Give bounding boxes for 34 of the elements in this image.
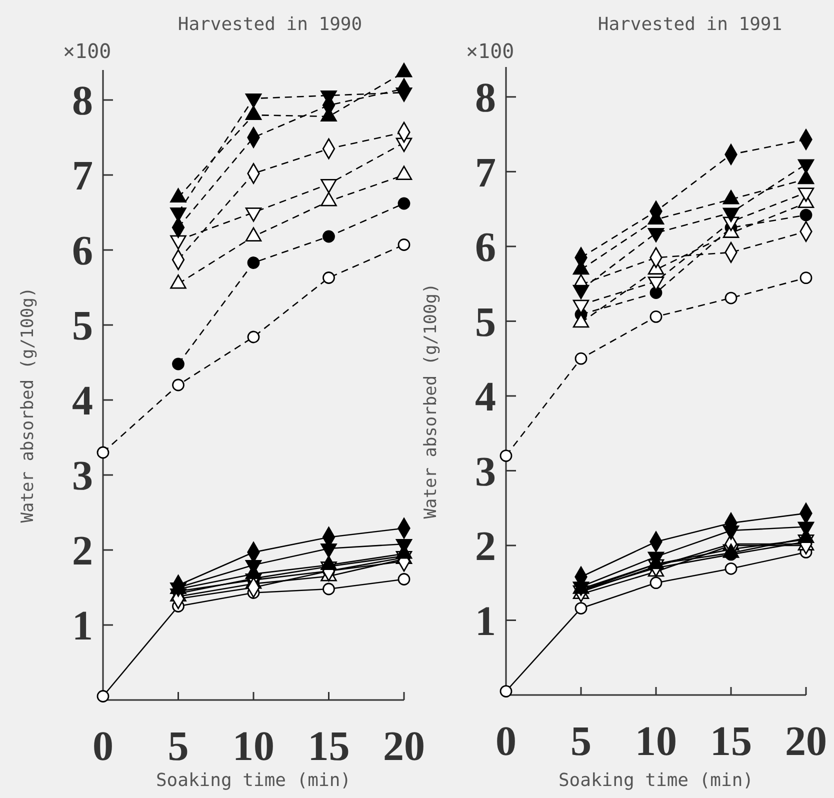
y-tick-label: 4 (475, 374, 496, 421)
x-axis-title: Soaking time (min) (558, 770, 754, 791)
chart-title: Harvested in 1991 (598, 14, 782, 35)
x-tick-label: 10 (232, 724, 274, 770)
x-axis-title: Soaking time (min) (156, 770, 352, 791)
y-tick-label: 3 (72, 454, 93, 500)
y-axis-title: Water absorbed (g/100g) (18, 287, 38, 523)
text: ×100 (63, 39, 112, 63)
x-tick-label: 5 (168, 724, 189, 770)
y-axis-title: Water absorbed (g/100g) (421, 283, 441, 519)
x-tick-label: 0 (92, 724, 114, 770)
y-tick-label: 1 (72, 604, 93, 650)
x-tick-label: 15 (308, 724, 350, 770)
y-tick-label: 6 (72, 228, 93, 275)
chart-title: Harvested in 1990 (178, 14, 362, 35)
y-tick-label: 8 (72, 78, 93, 125)
y-tick-label: 5 (72, 304, 93, 350)
y-tick-label: 2 (475, 524, 496, 570)
y-tick-label: 5 (475, 300, 496, 346)
x-tick-label: 15 (710, 719, 752, 765)
text: ×100 (466, 39, 514, 63)
x-tick-label: 0 (496, 719, 516, 765)
y-tick-label: 4 (72, 378, 93, 425)
x-tick-label: 5 (570, 719, 592, 765)
y-tick-label: 7 (475, 150, 496, 196)
x-tick-label: 20 (383, 724, 425, 770)
x-tick-label: 20 (785, 719, 827, 765)
y-tick-label: 1 (475, 598, 496, 645)
y-tick-label: 8 (475, 76, 496, 122)
y-tick-label: 7 (72, 154, 93, 200)
y-tick-label: 2 (72, 528, 93, 575)
x-tick-label: 10 (635, 719, 677, 765)
y-tick-label: 6 (475, 225, 496, 272)
y-tick-label: 3 (475, 449, 496, 496)
